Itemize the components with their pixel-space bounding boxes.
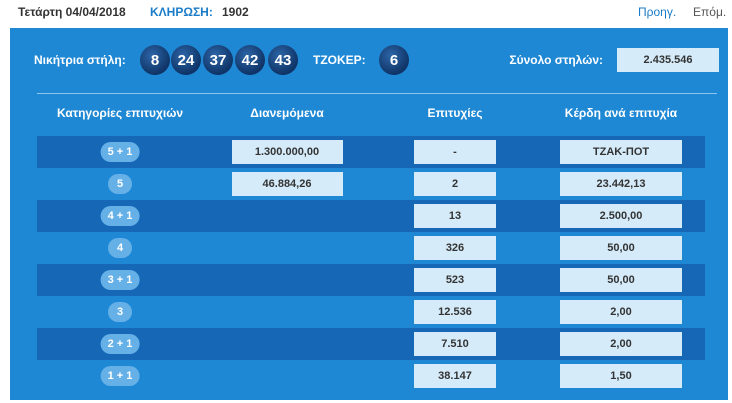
joker-label: ΤΖΟΚΕΡ:: [313, 53, 366, 67]
value-box: 50,00: [560, 236, 682, 260]
draw-number: 1902: [222, 5, 249, 19]
value-box: 2,00: [560, 332, 682, 356]
value-box: 1.300.000,00: [231, 140, 343, 164]
prev-link[interactable]: Προηγ.: [638, 5, 677, 19]
value-box: 2,00: [560, 300, 682, 324]
value-box: 7.510: [414, 332, 496, 356]
draw-label: ΚΛΗΡΩΣΗ:: [150, 5, 213, 19]
value-box: ΤΖΑΚ-ΠΟΤ: [560, 140, 682, 164]
total-box: 2.435.546: [617, 48, 719, 72]
category-pill: 3: [108, 302, 132, 322]
value-box: 1,50: [560, 364, 682, 388]
value-box: 23.442,13: [560, 172, 682, 196]
column-header: Διανεμόμενα: [250, 106, 324, 120]
number-ball: 43: [268, 45, 298, 75]
value-box: 2.500,00: [560, 204, 682, 228]
number-ball: 24: [171, 45, 201, 75]
category-pill: 4: [108, 238, 132, 258]
number-ball: 8: [140, 45, 170, 75]
total-label: Σύνολο στηλών:: [509, 53, 603, 67]
value-box: -: [414, 140, 496, 164]
value-box: 2: [414, 172, 496, 196]
number-ball: 42: [235, 45, 265, 75]
value-box: 46.884,26: [231, 172, 343, 196]
category-pill: 5 + 1: [100, 142, 140, 162]
joker-ball: 6: [379, 45, 409, 75]
category-pill: 3 + 1: [100, 270, 140, 290]
value-box: 12.536: [414, 300, 496, 324]
value-box: 50,00: [560, 268, 682, 292]
number-ball: 37: [203, 45, 233, 75]
value-box: 13: [414, 204, 496, 228]
column-header: Κέρδη ανά επιτυχία: [564, 106, 678, 120]
category-pill: 4 + 1: [100, 206, 140, 226]
value-box: 38.147: [414, 364, 496, 388]
value-box: 523: [414, 268, 496, 292]
draw-date: Τετάρτη 04/04/2018: [18, 5, 126, 19]
next-link[interactable]: Επόμ.: [693, 5, 727, 19]
category-pill: 2 + 1: [100, 334, 140, 354]
column-header: Επιτυχίες: [427, 106, 483, 120]
winning-label: Νικήτρια στήλη:: [34, 53, 126, 67]
category-pill: 1 + 1: [100, 366, 140, 386]
separator: [37, 93, 717, 94]
value-box: 326: [414, 236, 496, 260]
column-header: Κατηγορίες επιτυχιών: [56, 106, 184, 120]
category-pill: 5: [108, 174, 132, 194]
